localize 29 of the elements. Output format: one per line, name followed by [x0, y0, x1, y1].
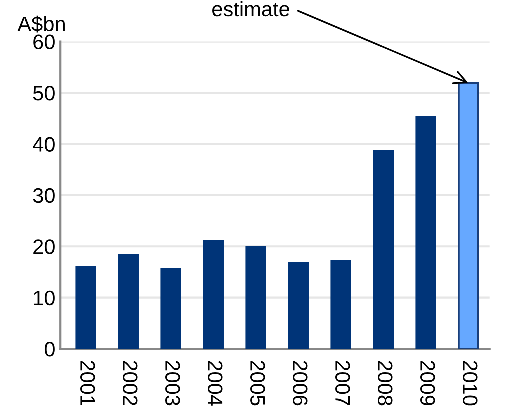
x-tick-label: 2001 — [80, 361, 96, 406]
bar — [246, 246, 266, 350]
y-tick-label: 20 — [34, 240, 55, 254]
x-tick-label: 2007 — [336, 361, 350, 406]
x-tick-label: 2010 — [463, 361, 478, 406]
x-tick-label: 2002 — [123, 361, 138, 406]
y-tick-label: 40 — [33, 137, 55, 152]
annotation: estimate — [212, 1, 290, 17]
bar — [76, 266, 96, 350]
x-tick-label: 2009 — [420, 361, 436, 406]
y-tick-label: 30 — [33, 188, 55, 204]
bar — [118, 254, 139, 350]
y-tick-label: 50 — [33, 86, 55, 101]
bar — [203, 240, 224, 350]
y-tick-label: 0 — [44, 342, 55, 357]
x-tick-label: 2003 — [166, 361, 180, 406]
x-tick-label: 2004 — [208, 361, 223, 406]
x-tick-label: 2006 — [293, 361, 308, 406]
y-tick-label: 10 — [34, 290, 55, 306]
bar — [160, 268, 182, 350]
bar — [330, 260, 352, 350]
y-tick-label: 60 — [34, 34, 55, 50]
bar — [288, 262, 309, 350]
bar — [416, 116, 436, 350]
x-tick-label: 2008 — [378, 361, 393, 406]
y-axis-title: A$bn — [18, 16, 65, 33]
bar — [458, 82, 479, 350]
bar — [373, 150, 394, 350]
x-tick-label: 2005 — [250, 361, 266, 406]
